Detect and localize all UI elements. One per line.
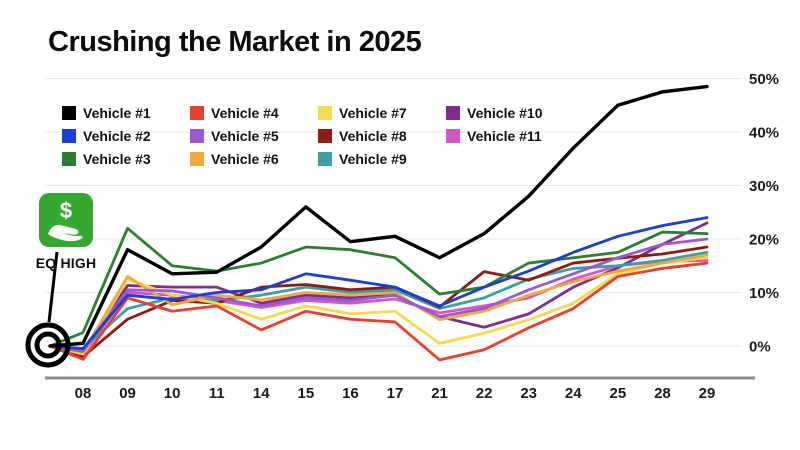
x-axis-tick-label: 14 [253, 385, 270, 402]
legend-label: Vehicle #7 [339, 104, 407, 121]
legend-swatch [190, 128, 204, 143]
series-line-vehicle-4 [48, 261, 709, 362]
legend-label: Vehicle #3 [83, 150, 151, 167]
legend-swatch [190, 151, 204, 166]
legend-item: Vehicle #2 [62, 128, 166, 144]
callout-outer-circle [25, 322, 71, 368]
legend-item: Vehicle #11 [446, 128, 550, 144]
legend-label: Vehicle #9 [339, 150, 407, 167]
legend-swatch [190, 105, 204, 120]
series-line-vehicle-7 [48, 256, 709, 356]
y-axis-tick-label: 40% [749, 125, 779, 142]
series-line-vehicle-3 [48, 226, 709, 348]
svg-text:$: $ [60, 198, 72, 223]
x-axis-tick-label: 09 [119, 385, 136, 402]
legend-item: Vehicle #4 [190, 105, 294, 121]
legend-item: Vehicle #3 [62, 151, 166, 167]
x-axis-tick-label: 11 [209, 385, 225, 402]
legend-label: Vehicle #11 [467, 127, 542, 144]
legend-item: Vehicle #8 [318, 128, 422, 144]
legend-label: Vehicle #6 [211, 150, 279, 167]
x-axis-tick-label: 15 [298, 385, 315, 402]
legend-label: Vehicle #2 [83, 127, 151, 144]
legend-swatch [62, 151, 76, 166]
chart-title: Crushing the Market in 2025 [48, 26, 422, 58]
x-axis-tick-label: 28 [654, 385, 671, 402]
y-axis-tick-label: 30% [749, 178, 779, 195]
x-axis-tick-label: 23 [520, 385, 537, 402]
legend-label: Vehicle #4 [211, 104, 279, 121]
series-line-vehicle-2 [48, 216, 709, 351]
callout-inner-circle [34, 331, 62, 359]
legend-item: Vehicle #10 [446, 105, 550, 121]
callout-line [47, 251, 59, 323]
y-axis-tick-label: 50% [749, 71, 779, 88]
legend-label: Vehicle #10 [467, 104, 543, 121]
eq-high-label: EQ HIGH [35, 255, 97, 271]
legend-item: Vehicle #7 [318, 105, 422, 121]
eq-high-annotation: $ EQ HIGH [26, 192, 106, 271]
x-axis-tick-label: 16 [342, 385, 359, 402]
x-axis-tick-label: 17 [387, 385, 404, 402]
series-line-vehicle-8 [48, 245, 709, 359]
x-axis-tick-label: 29 [699, 385, 716, 402]
x-axis-tick-label: 24 [565, 385, 582, 402]
legend-swatch [62, 105, 76, 120]
legend-item: Vehicle #9 [318, 151, 422, 167]
legend-swatch [318, 128, 332, 143]
x-axis-tick-label: 22 [476, 385, 493, 402]
y-axis-tick-label: 20% [749, 232, 779, 249]
x-axis-tick-label: 21 [431, 385, 448, 402]
dollar-hand-icon: $ [39, 193, 93, 247]
series-line-vehicle-1 [48, 84, 709, 348]
legend-item: Vehicle #6 [190, 151, 294, 167]
legend-label: Vehicle #8 [339, 127, 407, 144]
x-axis-tick-label: 08 [75, 385, 92, 402]
legend-item: Vehicle #5 [190, 128, 294, 144]
legend-swatch [62, 128, 76, 143]
y-axis-tick-label: 10% [749, 285, 779, 302]
legend-swatch [318, 151, 332, 166]
legend-label: Vehicle #1 [83, 104, 151, 121]
legend-label: Vehicle #5 [211, 127, 279, 144]
series-line-vehicle-11 [48, 258, 709, 356]
legend-swatch [446, 105, 460, 120]
legend-swatch [446, 128, 460, 143]
x-axis-tick-label: 25 [609, 385, 626, 402]
x-axis-tick-label: 10 [164, 385, 181, 402]
y-axis-tick-label: 0% [749, 339, 771, 356]
legend-swatch [318, 105, 332, 120]
chart-legend: Vehicle #1 Vehicle #2 Vehicle #3 Vehicle #4… [62, 101, 550, 170]
series-line-vehicle-5 [48, 237, 709, 353]
legend-item: Vehicle #1 [62, 105, 166, 121]
